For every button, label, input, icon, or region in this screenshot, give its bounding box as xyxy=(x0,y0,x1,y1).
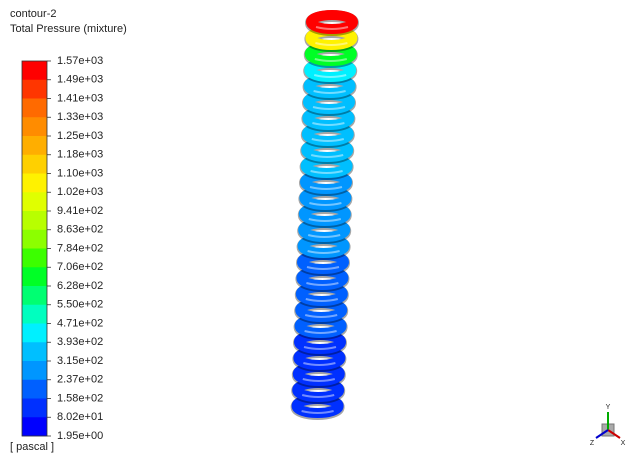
colorbar-band xyxy=(22,399,47,418)
triad-label: Z xyxy=(590,440,595,447)
colorbar-label: 7.84e+02 xyxy=(57,242,103,254)
colorbar-label: 1.18e+03 xyxy=(57,149,103,161)
colorbar-band xyxy=(22,117,47,136)
colorbar-band xyxy=(22,61,47,80)
colorbar-band xyxy=(22,324,47,343)
colorbar-band xyxy=(22,249,47,268)
colorbar-band xyxy=(22,192,47,211)
colorbar-label: 1.49e+03 xyxy=(57,74,103,86)
colorbar-band xyxy=(22,305,47,324)
colorbar-label: 1.58e+02 xyxy=(57,392,103,404)
colorbar-label: 1.33e+03 xyxy=(57,111,103,123)
colorbar-label: 9.41e+02 xyxy=(57,205,103,217)
triad-label: Y xyxy=(606,404,611,411)
triad-label: X xyxy=(621,440,626,447)
colorbar-band xyxy=(22,155,47,174)
colorbar-band xyxy=(22,417,47,436)
colorbar-band xyxy=(22,286,47,305)
colorbar-band xyxy=(22,361,47,380)
unit-label: [ pascal ] xyxy=(10,441,54,453)
colorbar-label: 1.95e+00 xyxy=(57,430,103,442)
colorbar-label: 6.28e+02 xyxy=(57,280,103,292)
colorbar-band xyxy=(22,136,47,155)
contour-title: contour-2 xyxy=(10,8,56,20)
colorbar-band xyxy=(22,211,47,230)
colorbar-band xyxy=(22,174,47,193)
colorbar-band xyxy=(22,342,47,361)
colorbar-label: 4.71e+02 xyxy=(57,317,103,329)
colorbar-label: 1.02e+03 xyxy=(57,186,103,198)
colorbar-band xyxy=(22,267,47,286)
colorbar-label: 3.93e+02 xyxy=(57,336,103,348)
colorbar-label: 3.15e+02 xyxy=(57,355,103,367)
colorbar-label: 1.25e+03 xyxy=(57,130,103,142)
colorbar: 1.57e+03 1.49e+03 1.41e+03 1.33e+03 1.25e+03… xyxy=(22,55,103,442)
colorbar-label: 8.02e+01 xyxy=(57,411,103,423)
colorbar-label: 2.37e+02 xyxy=(57,374,103,386)
contour-view: contour-2 Total Pressure (mixture) [ pas… xyxy=(0,0,626,454)
colorbar-label: 8.63e+02 xyxy=(57,224,103,236)
colorbar-label: 1.10e+03 xyxy=(57,167,103,179)
colorbar-band xyxy=(22,80,47,99)
colorbar-label: 5.50e+02 xyxy=(57,299,103,311)
contour-subtitle: Total Pressure (mixture) xyxy=(10,23,127,35)
colorbar-band xyxy=(22,230,47,249)
colorbar-label: 1.41e+03 xyxy=(57,92,103,104)
colorbar-label: 7.06e+02 xyxy=(57,261,103,273)
colorbar-band xyxy=(22,380,47,399)
colorbar-band xyxy=(22,99,47,118)
colorbar-label: 1.57e+03 xyxy=(57,55,103,67)
